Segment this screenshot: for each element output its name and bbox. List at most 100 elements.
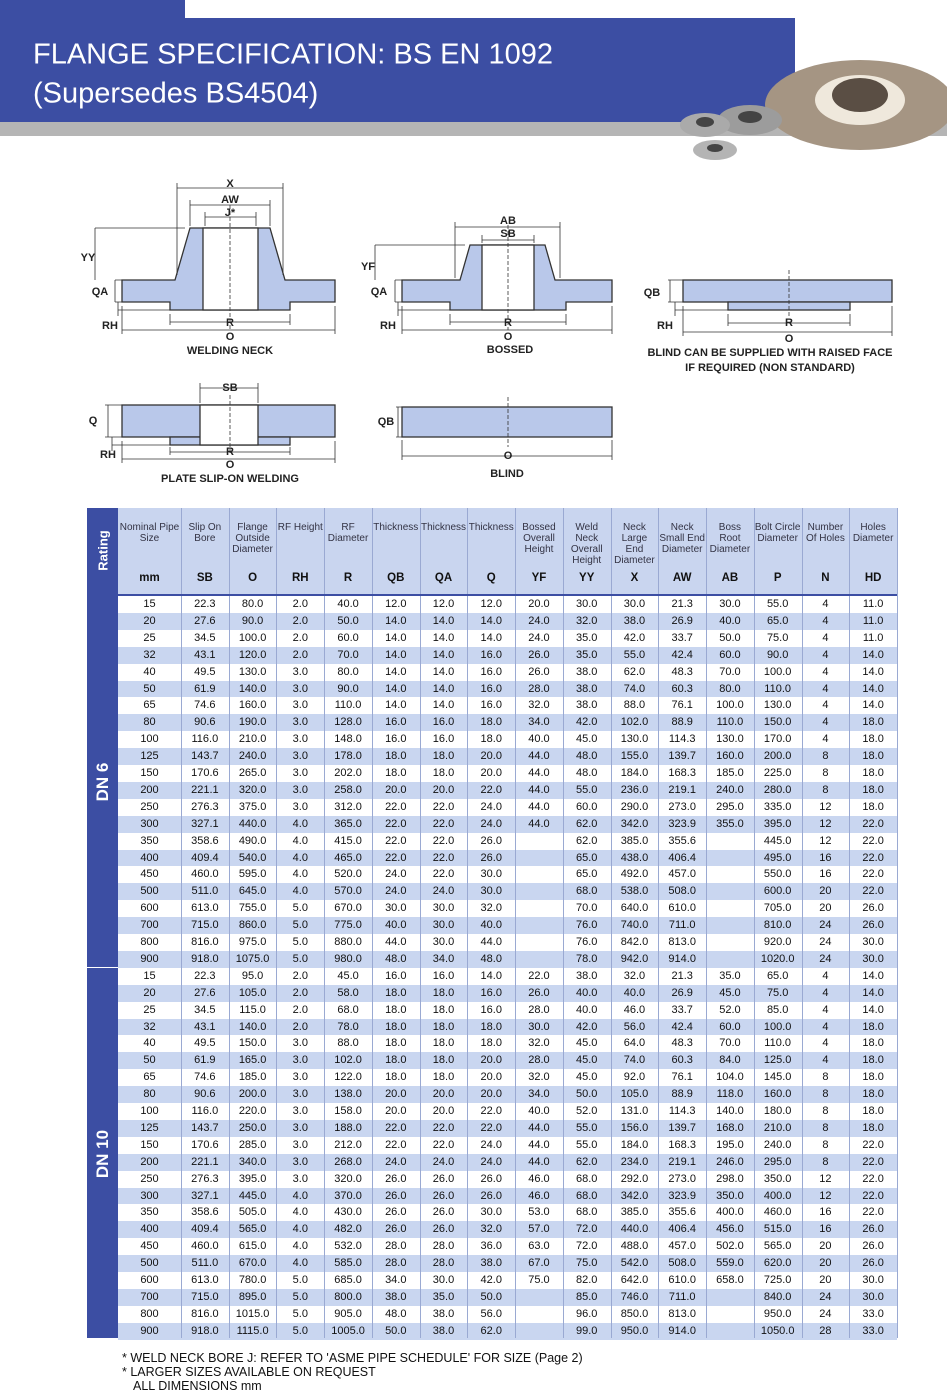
- cell: 150.0: [238, 1037, 267, 1050]
- row-bg: [118, 646, 897, 664]
- label: J*: [225, 207, 236, 219]
- cell: 613.0: [191, 902, 219, 915]
- cell: 18.0: [385, 1020, 407, 1033]
- cell: 14.0: [862, 665, 884, 678]
- group-label: DN 10: [92, 1129, 112, 1178]
- cell: 60.3: [671, 1054, 693, 1067]
- cell: 190.0: [238, 716, 267, 729]
- cell: 918.0: [191, 952, 219, 965]
- cell: 450: [140, 868, 159, 881]
- cell: 445.0: [763, 834, 792, 847]
- cell: 26.0: [480, 834, 502, 847]
- cell: 140.0: [238, 1020, 267, 1033]
- cell: 25: [143, 1003, 156, 1016]
- cell: 3.0: [292, 1172, 308, 1185]
- cell: 20.0: [432, 1088, 455, 1101]
- column-rule: [276, 508, 278, 1338]
- column-rule: [371, 508, 373, 1338]
- cell: 320.0: [238, 783, 267, 796]
- cell: 26.0: [862, 1240, 884, 1253]
- cell: 1005.0: [331, 1324, 365, 1337]
- cell: 110.0: [334, 699, 362, 712]
- cell: 95.0: [241, 969, 264, 982]
- cell: 490.0: [238, 834, 267, 847]
- cell: 273.0: [668, 1172, 696, 1185]
- cell: 26.0: [385, 1172, 407, 1185]
- cell: 32.0: [480, 902, 502, 915]
- column-rule: [324, 508, 326, 1338]
- cell: 80: [143, 716, 156, 729]
- cell: 30.0: [432, 919, 455, 932]
- cell: 500: [140, 1257, 159, 1270]
- spec-table: Rating Nominal Pipe Size mm Slip On Bore SB F…: [87, 508, 898, 1340]
- cell: 76.0: [576, 936, 598, 948]
- cell: 3.0: [292, 665, 308, 678]
- row-bg: [118, 1018, 897, 1036]
- cell: 20: [819, 902, 832, 915]
- column-symbol: RH: [292, 572, 309, 584]
- cell: 62.0: [480, 1324, 502, 1337]
- cell: 60.0: [719, 648, 741, 661]
- cell: 150: [140, 767, 159, 779]
- cell: 265.0: [238, 767, 267, 779]
- column-symbol: mm: [139, 572, 160, 584]
- cell: 18.0: [385, 1054, 407, 1067]
- cell: 68.0: [576, 1206, 598, 1219]
- cell: 14.0: [385, 614, 407, 627]
- cell: 295.0: [763, 1155, 792, 1168]
- cell: 705.0: [763, 902, 792, 915]
- cell: 35.0: [432, 1290, 455, 1303]
- row-bg: [118, 849, 897, 867]
- cell: 22.0: [862, 868, 884, 881]
- cell: 440.0: [620, 1223, 649, 1236]
- column-symbol: AW: [672, 572, 692, 584]
- cell: 24: [819, 1290, 832, 1303]
- cell: 35.0: [576, 648, 598, 661]
- cell: 240.0: [238, 750, 267, 763]
- cell: 895.0: [238, 1290, 267, 1303]
- cell: 14.0: [480, 614, 502, 627]
- cell: 28: [819, 1324, 832, 1337]
- cell: 15: [143, 969, 156, 982]
- cell: 38.0: [576, 969, 598, 982]
- cell: 110.0: [716, 716, 744, 729]
- cell: 22.0: [862, 885, 884, 898]
- cell: 22.0: [385, 834, 407, 847]
- cell: 130.0: [620, 733, 649, 746]
- cell: 4: [822, 969, 829, 982]
- cell: 60.0: [719, 1020, 741, 1033]
- cell: 3.0: [292, 1071, 308, 1084]
- cell: 88.9: [671, 716, 693, 729]
- cell: 645.0: [238, 885, 267, 898]
- column-symbol: HD: [864, 572, 882, 584]
- column-rule: [181, 508, 182, 1338]
- cell: 4: [822, 682, 829, 695]
- cell: 22.0: [480, 783, 502, 796]
- cell: 14.0: [432, 682, 455, 695]
- cell: 18.0: [385, 986, 407, 999]
- cell: 44.0: [528, 750, 550, 763]
- cell: 139.7: [668, 1121, 696, 1134]
- cell: 32.0: [623, 969, 646, 982]
- cell: 18.0: [480, 1020, 502, 1033]
- cell: 24.0: [432, 1155, 455, 1168]
- cell: 250: [140, 1172, 159, 1185]
- cell: 75.0: [766, 986, 789, 999]
- cell: 22.0: [862, 1189, 884, 1202]
- column-rule: [419, 508, 421, 1338]
- cell: 18.0: [432, 1020, 455, 1033]
- cell: 26.0: [385, 1189, 407, 1202]
- cell: 46.0: [528, 1172, 550, 1185]
- cell: 55.0: [623, 648, 646, 661]
- cell: 82.0: [576, 1274, 598, 1286]
- cell: 30.0: [432, 1274, 455, 1286]
- column-rule: [801, 508, 803, 1338]
- cell: 900: [140, 952, 159, 965]
- cell: 40.0: [576, 1003, 598, 1016]
- cell: 78.0: [576, 952, 598, 965]
- cell: 30.0: [719, 598, 741, 610]
- cell: 24.0: [528, 631, 550, 644]
- cell: 160.0: [238, 699, 267, 712]
- cell: 4: [822, 733, 829, 746]
- cell: 62.0: [576, 834, 598, 847]
